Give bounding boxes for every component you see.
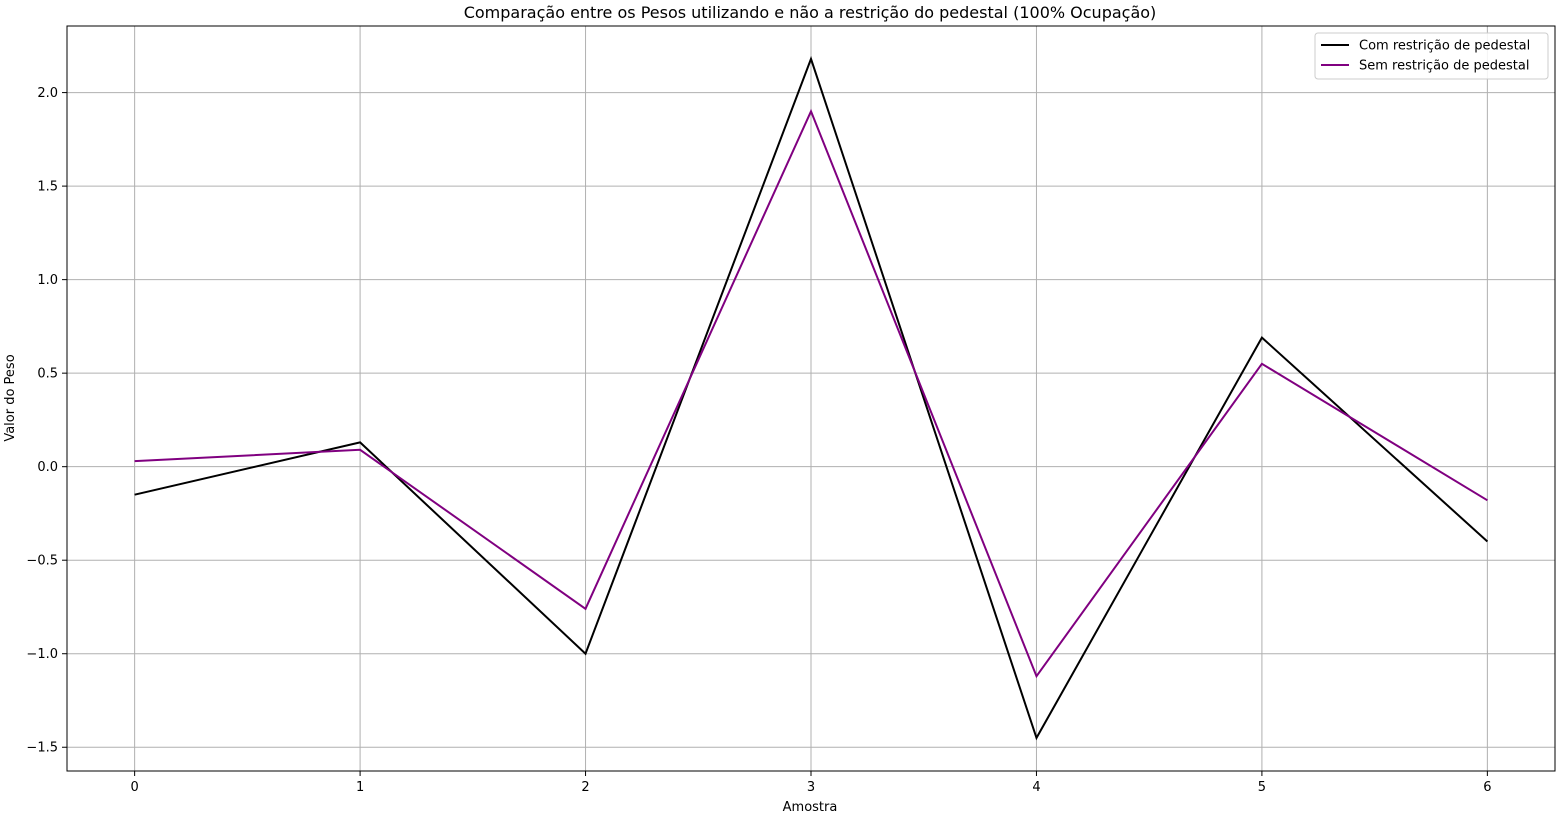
x-tick-label: 1 bbox=[356, 780, 364, 795]
x-tick-label: 2 bbox=[581, 780, 589, 795]
y-tick-label: 2.0 bbox=[37, 86, 58, 101]
chart-title: Comparação entre os Pesos utilizando e n… bbox=[464, 3, 1157, 22]
y-tick-label: 1.5 bbox=[37, 180, 58, 195]
y-tick-label: −1.0 bbox=[26, 647, 58, 662]
y-tick-label: 0.0 bbox=[37, 460, 58, 475]
legend-box bbox=[1314, 32, 1549, 80]
legend-label-1: Sem restrição de pedestal bbox=[1359, 59, 1529, 74]
y-tick-label: −0.5 bbox=[26, 554, 58, 569]
y-tick-label: 1.0 bbox=[37, 273, 58, 288]
axis-ticks: 0 1 2 3 4 5 6 −1.5 −1.0 −0.5 0.0 0.5 1.0 1.5 2.0 bbox=[26, 86, 1491, 795]
y-tick-label: 0.5 bbox=[37, 367, 58, 382]
series-lines bbox=[134, 55, 1489, 741]
x-tick-label: 5 bbox=[1258, 780, 1266, 795]
legend-label-0: Com restrição de pedestal bbox=[1359, 39, 1530, 54]
x-axis-label: Amostra bbox=[783, 800, 838, 813]
x-tick-label: 0 bbox=[130, 780, 138, 795]
x-tick-label: 6 bbox=[1483, 780, 1491, 795]
x-tick-label: 3 bbox=[807, 780, 815, 795]
y-tick-label: −1.5 bbox=[26, 741, 58, 756]
grid bbox=[67, 26, 1555, 771]
legend: Com restrição de pedestal Sem restrição d… bbox=[1314, 32, 1549, 80]
x-tick-label: 4 bbox=[1032, 780, 1040, 795]
series-line-0 bbox=[134, 55, 1489, 741]
y-axis-label: Valor do Peso bbox=[3, 354, 18, 441]
